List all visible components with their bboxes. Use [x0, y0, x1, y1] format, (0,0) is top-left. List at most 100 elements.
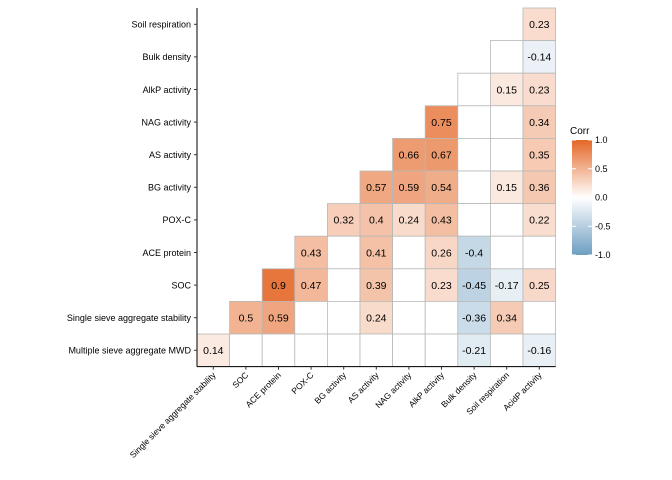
- cell-value-label: 0.32: [333, 215, 354, 227]
- cell-value-label: 0.47: [301, 280, 322, 292]
- heatmap-cell: [457, 235, 491, 270]
- cell-value-label: 0.59: [399, 182, 420, 194]
- cell-value-label: 0.43: [431, 215, 452, 227]
- heatmap-cell: [457, 72, 491, 107]
- cell-value-label: 0.14: [203, 345, 224, 357]
- cell-value-label: -0.14: [527, 52, 551, 64]
- heatmap-cell: [424, 203, 459, 237]
- cell-value-label: -0.4: [465, 247, 483, 259]
- cell-value-label: 0.75: [431, 117, 452, 129]
- cell-value-label: 0.35: [529, 150, 550, 162]
- cell-value-label: 0.66: [399, 150, 420, 162]
- heatmap-cell: [392, 235, 426, 270]
- heatmap-cell: [424, 268, 459, 302]
- cell-value-label: 0.36: [529, 182, 550, 194]
- heatmap-cell: [522, 300, 556, 335]
- y-tick-label: AlkP activity: [143, 85, 192, 95]
- heatmap-cell: [457, 333, 491, 367]
- x-tick-label: SOC: [230, 370, 250, 390]
- legend-tick-label: -1.0: [595, 250, 611, 260]
- color-legend: Corr 1.0 0.5 0.0 -0.5 -1.0: [570, 126, 611, 260]
- heatmap-cell: [392, 268, 426, 302]
- heatmap-cell: [489, 105, 524, 139]
- cell-value-label: 0.15: [496, 182, 517, 194]
- cell-value-label: -0.16: [527, 345, 551, 357]
- heatmap-cell: [294, 333, 328, 367]
- y-tick-label: AS activity: [149, 150, 192, 160]
- heatmap-cell: [424, 137, 459, 172]
- heatmap-cell: [229, 300, 263, 335]
- heatmap-cell: [522, 72, 556, 107]
- heatmap-cell: [457, 268, 491, 302]
- y-tick-label: ACE protein: [142, 248, 191, 258]
- heatmap-cell: [457, 203, 491, 237]
- heatmap-cell: [522, 203, 556, 237]
- heatmap-cell: [359, 170, 393, 204]
- heatmap-cell: [522, 105, 556, 139]
- legend-title: Corr: [570, 126, 590, 137]
- cell-value-label: 0.23: [431, 280, 452, 292]
- x-tick-label: POX-C: [289, 370, 315, 396]
- cell-value-label: 0.23: [529, 84, 550, 96]
- heatmap-cell: [359, 235, 393, 270]
- heatmap-cell: [392, 203, 426, 237]
- cell-value-label: 0.39: [366, 280, 387, 292]
- legend-tick-label: 0.5: [595, 164, 608, 174]
- heatmap-cell: [522, 235, 556, 270]
- heatmap-cell: [489, 268, 524, 302]
- cell-value-label: 0.54: [431, 182, 452, 194]
- heatmap-cell: [326, 333, 361, 367]
- cell-value-label: 0.9: [271, 280, 286, 292]
- y-tick-label: Multiple sieve aggregate MWD: [68, 346, 191, 356]
- legend-tick-label: 0.0: [595, 193, 608, 203]
- heatmap-cell: [489, 137, 524, 172]
- y-tick-label: Bulk density: [142, 52, 191, 62]
- cell-value-label: 0.15: [496, 84, 517, 96]
- heatmap-cell: [196, 333, 230, 367]
- legend-tick-label: -0.5: [595, 221, 611, 231]
- cell-value-label: 0.26: [431, 247, 452, 259]
- heatmap-cell: [522, 7, 556, 41]
- y-tick-label: NAG activity: [141, 117, 191, 127]
- cell-value-label: -0.45: [462, 280, 486, 292]
- heatmap-cell: [424, 333, 459, 367]
- heatmap-cell: [326, 300, 361, 335]
- heatmap-cell: [229, 333, 263, 367]
- heatmap-cell: [359, 333, 393, 367]
- cell-value-label: 0.22: [529, 215, 550, 227]
- heatmap-cell: [261, 333, 296, 367]
- heatmap-cell: [326, 235, 361, 270]
- y-tick-label: BG activity: [148, 183, 192, 193]
- heatmap-cell: [457, 105, 491, 139]
- x-tick-label: Single sieve aggregate stability: [128, 369, 218, 459]
- y-tick-label: POX-C: [162, 215, 191, 225]
- heatmap-cell: [294, 300, 328, 335]
- y-tick-label: Single sieve aggregate stability: [67, 313, 192, 323]
- cell-value-label: 0.34: [496, 313, 517, 325]
- cell-value-label: -0.36: [462, 313, 486, 325]
- heatmap-cell: [294, 235, 328, 270]
- cell-value-label: 0.25: [529, 280, 550, 292]
- cell-value-label: 0.34: [529, 117, 550, 129]
- cell-value-label: 0.4: [369, 215, 384, 227]
- heatmap-cell: [392, 333, 426, 367]
- heatmap-cell: [392, 300, 426, 335]
- cell-value-label: -0.21: [462, 345, 486, 357]
- legend-colorbar: [572, 140, 592, 255]
- cell-value-label: 0.23: [529, 19, 550, 31]
- cell-value-label: 0.24: [366, 313, 387, 325]
- cell-value-label: 0.67: [431, 150, 452, 162]
- y-tick-label: SOC: [171, 280, 191, 290]
- heatmap-cell: [359, 203, 393, 237]
- cell-value-label: 0.24: [399, 215, 420, 227]
- heatmap-cell: [457, 170, 491, 204]
- heatmap-cell: [457, 137, 491, 172]
- heatmap-cell: [522, 40, 556, 74]
- cell-value-label: 0.59: [268, 313, 289, 325]
- heatmap-cell: [489, 333, 524, 367]
- heatmap-cell: [489, 40, 524, 74]
- cell-value-label: 0.41: [366, 247, 387, 259]
- cell-value-label: 0.43: [301, 247, 322, 259]
- heatmap-cell: [424, 235, 459, 270]
